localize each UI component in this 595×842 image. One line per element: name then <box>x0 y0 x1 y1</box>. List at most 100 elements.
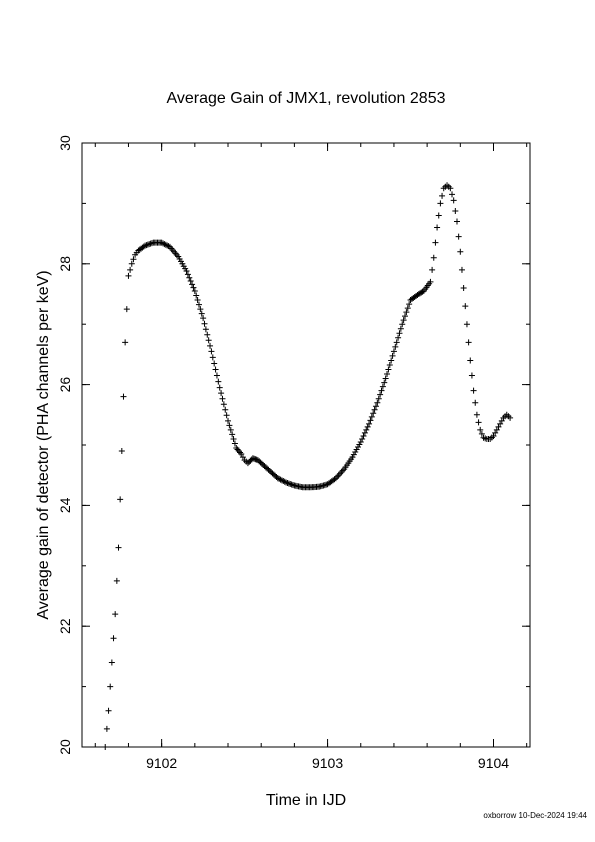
data-point <box>396 330 403 337</box>
data-point <box>427 278 434 285</box>
data-point <box>204 331 211 338</box>
data-point <box>108 659 115 666</box>
data-point <box>434 224 441 231</box>
data-point <box>352 449 359 456</box>
data-point <box>470 387 477 394</box>
data-point <box>437 200 444 207</box>
data-point <box>238 451 245 458</box>
data-point <box>357 438 364 445</box>
data-point <box>147 240 154 247</box>
data-point <box>125 272 132 279</box>
data-point <box>276 475 283 482</box>
x-tick-label: 9104 <box>478 755 509 771</box>
data-point <box>453 218 460 225</box>
data-point <box>184 271 191 278</box>
data-point <box>102 744 109 750</box>
data-point <box>478 430 485 437</box>
data-point <box>462 303 469 310</box>
data-point <box>419 288 426 295</box>
data-point <box>146 241 153 248</box>
data-point <box>439 192 446 199</box>
data-point <box>227 426 234 433</box>
data-point <box>281 478 288 485</box>
data-point <box>395 334 402 341</box>
data-point <box>128 260 135 267</box>
chart-title: Average Gain of JMX1, revolution 2853 <box>167 90 446 107</box>
data-point <box>277 476 284 483</box>
data-point <box>353 446 360 453</box>
data-point <box>368 413 375 420</box>
data-point <box>191 287 198 294</box>
data-point <box>493 426 500 433</box>
data-point <box>359 435 366 442</box>
data-point <box>117 496 124 503</box>
data-point <box>382 375 389 382</box>
data-point <box>219 395 226 402</box>
data-point <box>122 339 129 346</box>
data-point <box>120 393 127 400</box>
data-point <box>472 399 479 406</box>
data-point <box>222 406 229 413</box>
data-point <box>212 366 219 373</box>
data-point <box>287 480 294 487</box>
data-point <box>399 321 406 328</box>
data-point <box>208 348 215 355</box>
data-point <box>385 366 392 373</box>
data-point <box>280 478 287 485</box>
data-point <box>194 297 201 304</box>
data-point <box>492 429 499 436</box>
data-point <box>148 240 155 247</box>
data-series <box>102 182 514 750</box>
x-tick-label: 9102 <box>146 755 177 771</box>
data-point <box>225 417 232 424</box>
data-point <box>207 342 214 349</box>
data-point <box>285 480 292 487</box>
data-point <box>449 191 456 198</box>
data-point <box>113 577 120 584</box>
x-axis-label: Time in IJD <box>266 792 346 809</box>
data-point <box>350 451 357 458</box>
data-point <box>239 454 246 461</box>
data-point <box>349 454 356 461</box>
data-point <box>195 301 202 308</box>
data-point <box>403 309 410 316</box>
data-point <box>390 348 397 355</box>
data-point <box>490 432 497 439</box>
data-point <box>142 242 149 249</box>
y-tick-label: 30 <box>57 135 73 151</box>
data-point <box>283 479 290 486</box>
data-point <box>477 426 484 433</box>
data-point <box>103 725 110 732</box>
data-point <box>473 411 480 418</box>
data-point <box>186 274 193 281</box>
data-point <box>337 470 344 477</box>
data-point <box>229 431 236 438</box>
y-tick-label: 26 <box>57 377 73 393</box>
y-tick-label: 22 <box>57 618 73 634</box>
data-point <box>338 469 345 476</box>
data-point <box>200 315 207 322</box>
data-point <box>498 417 505 424</box>
y-tick-label: 28 <box>57 256 73 272</box>
data-point <box>288 481 295 488</box>
y-tick-label: 20 <box>57 739 73 755</box>
data-point <box>397 325 404 332</box>
data-point <box>402 313 409 320</box>
data-point <box>130 256 137 263</box>
data-point <box>231 440 238 447</box>
data-point <box>497 420 504 427</box>
data-point <box>339 467 346 474</box>
data-point <box>216 384 223 391</box>
y-axis: 20 22 24 26 28 30 <box>57 135 530 755</box>
data-point <box>430 254 437 261</box>
data-point <box>467 357 474 364</box>
data-point <box>284 479 291 486</box>
y-tick-label: 24 <box>57 497 73 513</box>
data-point <box>367 417 374 424</box>
data-point <box>463 321 470 328</box>
data-point <box>197 306 204 313</box>
data-point <box>123 306 130 313</box>
data-point <box>193 292 200 299</box>
data-point <box>379 383 386 390</box>
x-tick-label: 9103 <box>312 755 343 771</box>
